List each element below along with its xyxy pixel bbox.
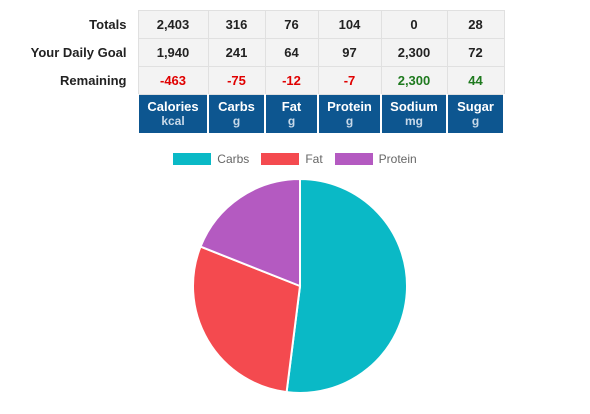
remaining-protein: -7 (317, 66, 382, 95)
chart-legend: Carbs Fat Protein (0, 152, 590, 166)
legend-swatch-carbs (173, 153, 212, 165)
goal-protein: 97 (317, 38, 382, 67)
goal-fat: 64 (264, 38, 319, 67)
header-fat: Fat g (264, 94, 319, 133)
header-spacer (0, 94, 138, 133)
nutrient-header-row: Calories kcal Carbs g Fat g Protein g So… (0, 94, 505, 133)
remaining-sodium: 2,300 (380, 66, 448, 95)
legend-item-carbs[interactable]: Carbs (173, 152, 249, 166)
legend-label-fat: Fat (305, 152, 323, 166)
legend-item-fat[interactable]: Fat (261, 152, 323, 166)
pie-slice-carbs[interactable] (285, 177, 408, 394)
header-sodium-name: Sodium (390, 99, 438, 114)
header-calories-name: Calories (147, 99, 199, 114)
daily-goal-row: Your Daily Goal 1,940 241 64 97 2,300 72 (0, 38, 505, 67)
legend-swatch-protein (334, 153, 373, 165)
header-sodium: Sodium mg (380, 94, 448, 133)
totals-sugar: 28 (446, 10, 505, 39)
macro-pie-chart (192, 177, 408, 394)
totals-row: Totals 2,403 316 76 104 0 28 (0, 10, 505, 39)
header-sugar-unit: g (471, 114, 480, 128)
goal-calories: 1,940 (137, 38, 209, 67)
totals-carbs: 316 (207, 10, 266, 39)
goal-sugar: 72 (446, 38, 505, 67)
header-carbs-unit: g (232, 114, 241, 128)
header-calories: Calories kcal (137, 94, 209, 133)
nutrition-totals-table: Totals 2,403 316 76 104 0 28 Your Daily … (0, 10, 505, 133)
header-fat-name: Fat (281, 99, 302, 114)
row-label-daily-goal: Your Daily Goal (0, 38, 138, 67)
remaining-carbs: -75 (207, 66, 266, 95)
totals-fat: 76 (264, 10, 319, 39)
legend-label-protein: Protein (378, 152, 417, 166)
pie-slice-fat[interactable] (192, 245, 302, 394)
totals-sodium: 0 (380, 10, 448, 39)
totals-protein: 104 (317, 10, 382, 39)
header-sugar-name: Sugar (457, 99, 494, 114)
remaining-sugar: 44 (446, 66, 505, 95)
header-calories-unit: kcal (161, 114, 185, 128)
remaining-row: Remaining -463 -75 -12 -7 2,300 44 (0, 66, 505, 95)
header-sodium-unit: mg (405, 114, 423, 128)
header-protein: Protein g (317, 94, 382, 133)
legend-item-protein[interactable]: Protein (334, 152, 417, 166)
goal-carbs: 241 (207, 38, 266, 67)
row-label-totals: Totals (0, 10, 138, 39)
legend-label-carbs: Carbs (217, 152, 250, 166)
header-fat-unit: g (287, 114, 296, 128)
totals-calories: 2,403 (137, 10, 209, 39)
goal-sodium: 2,300 (380, 38, 448, 67)
header-protein-name: Protein (327, 99, 372, 114)
pie-slice-protein[interactable] (199, 177, 301, 288)
remaining-fat: -12 (264, 66, 319, 95)
legend-swatch-fat (261, 153, 300, 165)
header-carbs: Carbs g (207, 94, 266, 133)
remaining-calories: -463 (137, 66, 209, 95)
header-carbs-name: Carbs (218, 99, 255, 114)
header-protein-unit: g (345, 114, 354, 128)
row-label-remaining: Remaining (0, 66, 138, 95)
header-sugar: Sugar g (446, 94, 505, 133)
